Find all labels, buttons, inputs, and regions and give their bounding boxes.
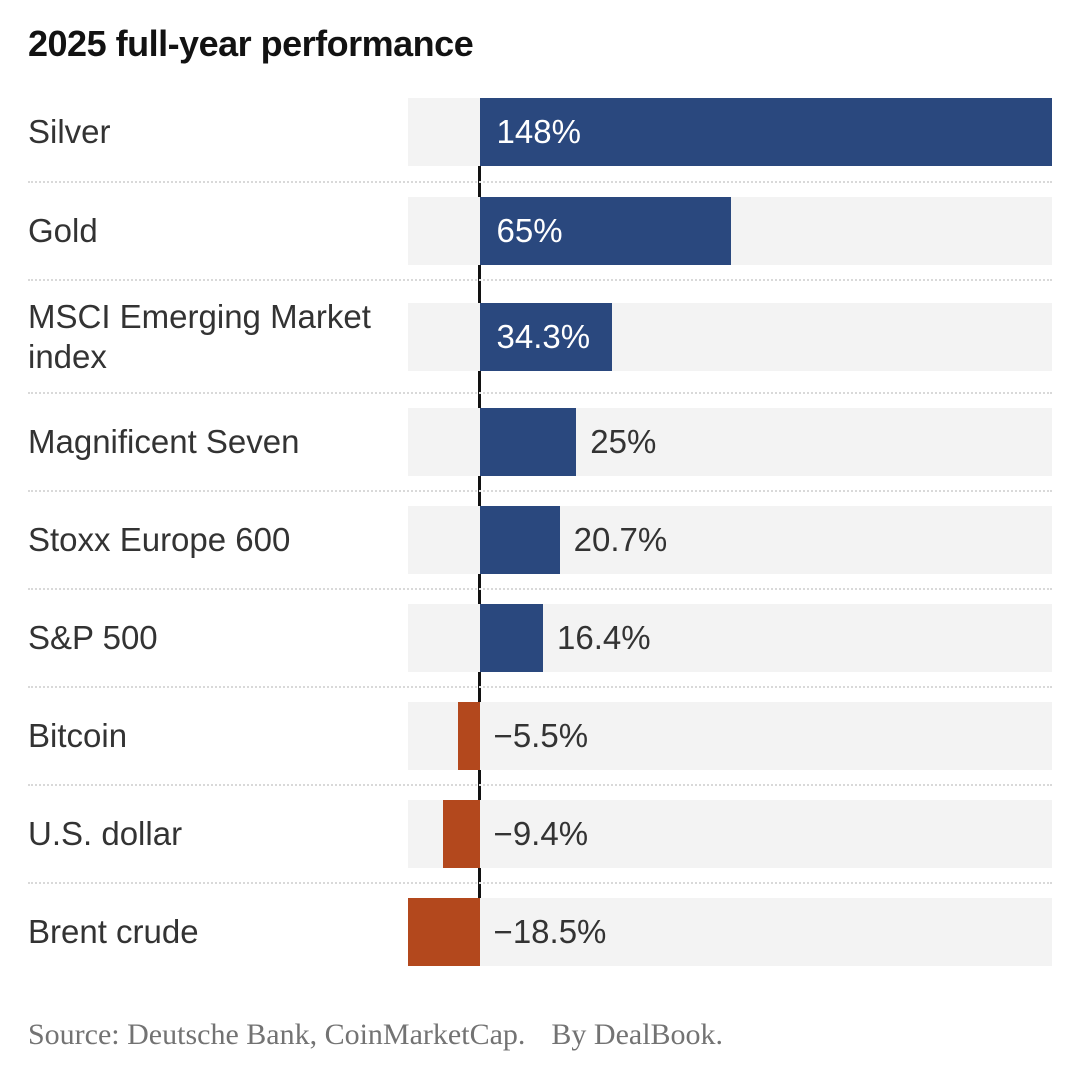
bar-chart: Silver 148% Gold 65% MSCI Emerging Marke… bbox=[28, 83, 1052, 980]
category-label: Brent crude bbox=[28, 913, 199, 950]
chart-row: Bitcoin −5.5% bbox=[28, 686, 1052, 784]
chart-row: Gold 65% bbox=[28, 181, 1052, 279]
category-label: Gold bbox=[28, 212, 98, 249]
chart-row: U.S. dollar −9.4% bbox=[28, 784, 1052, 882]
value-label: 25% bbox=[590, 423, 657, 460]
chart-row: Silver 148% bbox=[28, 83, 1052, 181]
bar-track: 148% bbox=[408, 98, 1052, 166]
byline: By DealBook. bbox=[551, 1018, 724, 1051]
source-line: Source: Deutsche Bank, CoinMarketCap. By … bbox=[28, 1018, 723, 1052]
value-bar bbox=[479, 604, 543, 672]
value-label: 65% bbox=[496, 212, 563, 249]
category-label: Magnificent Seven bbox=[28, 423, 300, 460]
value-bar bbox=[479, 506, 560, 574]
category-label: S&P 500 bbox=[28, 619, 158, 656]
bar-track: 20.7% bbox=[408, 506, 1052, 574]
value-bar bbox=[479, 98, 1052, 166]
value-bar bbox=[443, 800, 480, 868]
value-bar bbox=[479, 302, 613, 371]
category-label: Silver bbox=[28, 113, 111, 150]
category-label: U.S. dollar bbox=[28, 815, 183, 852]
value-bar bbox=[408, 898, 480, 966]
bar-track: 25% bbox=[408, 408, 1052, 476]
value-label: −5.5% bbox=[493, 717, 589, 754]
chart-row: Magnificent Seven 25% bbox=[28, 392, 1052, 490]
bar-track: 34.3% bbox=[408, 302, 1052, 371]
value-label: 16.4% bbox=[556, 619, 651, 656]
value-label: −18.5% bbox=[493, 913, 607, 950]
value-label: 34.3% bbox=[496, 317, 591, 355]
source-note: Source: Deutsche Bank, CoinMarketCap. bbox=[28, 1018, 526, 1051]
bar-track: 65% bbox=[408, 197, 1052, 265]
value-bar bbox=[479, 197, 731, 265]
chart-row: Stoxx Europe 600 20.7% bbox=[28, 490, 1052, 588]
category-label: Bitcoin bbox=[28, 717, 128, 754]
chart-row: S&P 500 16.4% bbox=[28, 588, 1052, 686]
value-label: 148% bbox=[496, 113, 581, 150]
category-label: MSCI Emerging Market index bbox=[28, 297, 371, 375]
value-label: 20.7% bbox=[573, 521, 668, 558]
bar-track: 16.4% bbox=[408, 604, 1052, 672]
bar-track: −9.4% bbox=[408, 800, 1052, 868]
value-label: −9.4% bbox=[493, 815, 589, 852]
bar-track: −18.5% bbox=[408, 898, 1052, 966]
chart-row: MSCI Emerging Market index 34.3% bbox=[28, 279, 1052, 392]
value-bar bbox=[479, 408, 577, 476]
chart-title: 2025 full-year performance bbox=[28, 23, 474, 64]
category-label: Stoxx Europe 600 bbox=[28, 521, 291, 558]
chart-row: Brent crude −18.5% bbox=[28, 882, 1052, 980]
bar-track: −5.5% bbox=[408, 702, 1052, 770]
value-bar bbox=[458, 702, 480, 770]
